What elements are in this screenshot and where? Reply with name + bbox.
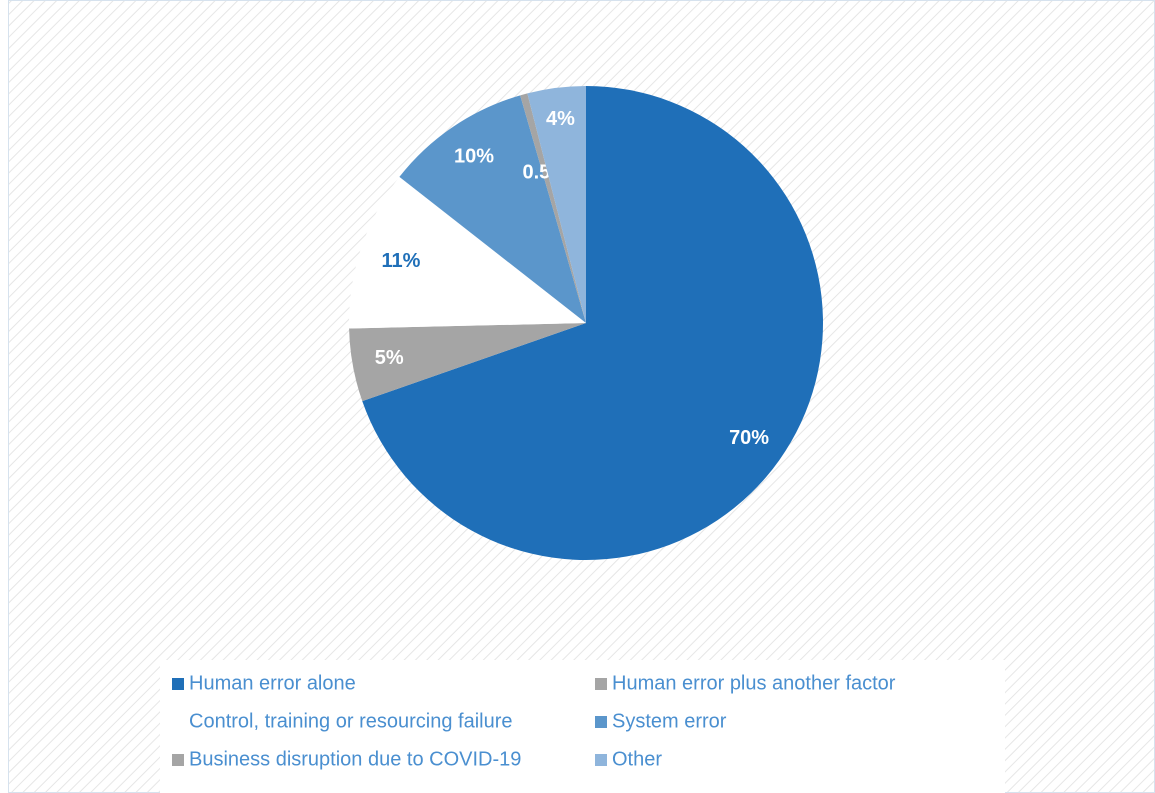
legend-label: Business disruption due to COVID-19: [189, 748, 521, 770]
pie-slice: [362, 86, 823, 560]
legend-swatch: [595, 678, 607, 690]
legend-label: Control, training or resourcing failure: [189, 710, 513, 732]
legend-swatch: [595, 716, 607, 728]
data-label: 4%: [546, 108, 575, 130]
legend-swatch: [595, 754, 607, 766]
legend-swatch: [172, 716, 184, 728]
data-label: 70%: [729, 427, 769, 449]
legend-box: [160, 660, 1005, 793]
data-label: 11%: [381, 250, 420, 272]
pie-slice: [399, 95, 586, 323]
legend-label: Human error alone: [189, 672, 356, 694]
pie-slice: [349, 323, 586, 402]
legend-swatch: [172, 754, 184, 766]
legend-swatch: [172, 678, 184, 690]
data-label: 10%: [454, 146, 494, 168]
pie-slice: [348, 176, 586, 329]
pie-slice: [520, 93, 586, 323]
data-label: 5%: [375, 347, 404, 369]
legend-label: Human error plus another factor: [612, 672, 896, 694]
legend-label: Other: [612, 748, 662, 770]
pie-slice: [527, 86, 586, 323]
legend-label: System error: [612, 710, 727, 732]
